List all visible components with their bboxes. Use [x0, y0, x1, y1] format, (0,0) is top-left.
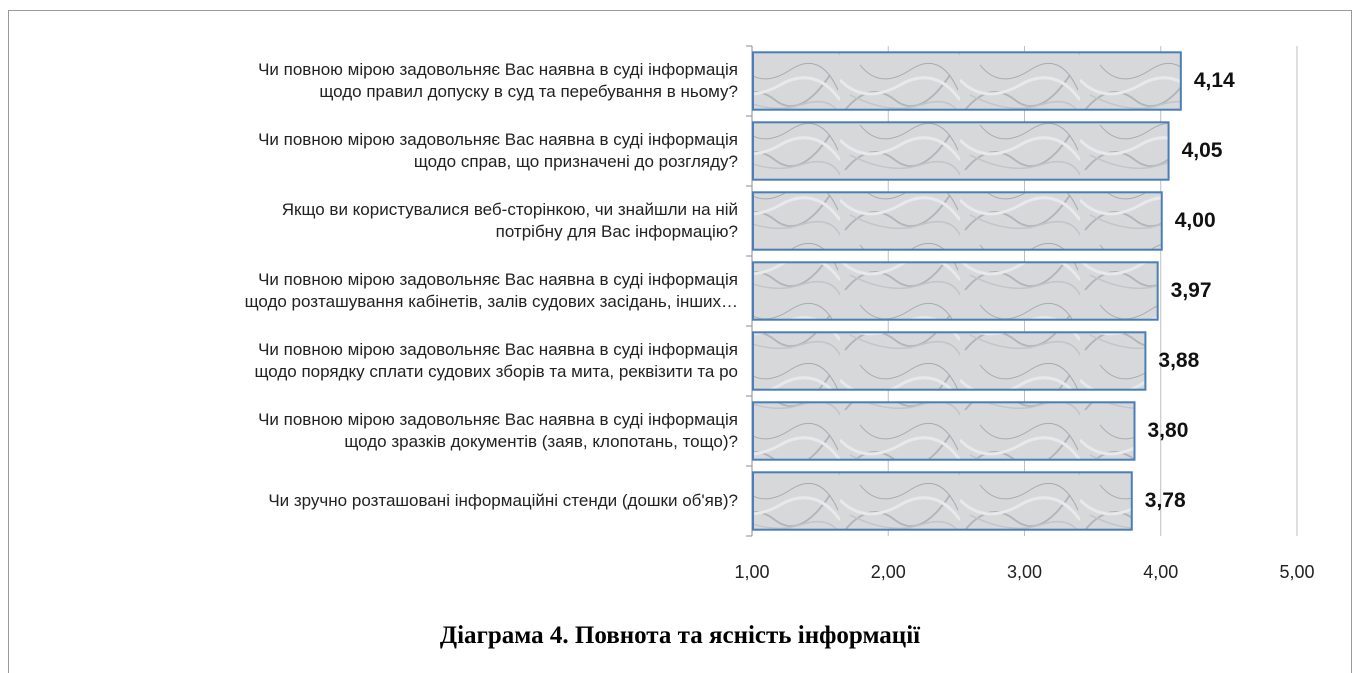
category-label-line: Чи повною мірою задовольняє Вас наявна в…: [258, 130, 738, 149]
category-label-line: щодо зразків документів (заяв, клопотань…: [344, 432, 738, 451]
category-label: Чи повною мірою задовольняє Вас наявна в…: [98, 339, 738, 383]
category-label-line: Якщо ви користувалися веб-сторінкою, чи …: [281, 200, 738, 219]
category-label: Чи повною мірою задовольняє Вас наявна в…: [98, 59, 738, 103]
category-label: Якщо ви користувалися веб-сторінкою, чи …: [98, 199, 738, 243]
data-label: 3,78: [1144, 489, 1186, 512]
bar: [752, 331, 1147, 391]
bar: [752, 51, 1182, 111]
category-label: Чи повною мірою задовольняє Вас наявна в…: [98, 409, 738, 453]
bar: [752, 261, 1159, 321]
category-label: Чи повною мірою задовольняє Вас наявна в…: [98, 269, 738, 313]
x-tick-label: 2,00: [870, 562, 906, 582]
data-label: 4,05: [1181, 139, 1223, 162]
category-label: Чи повною мірою задовольняє Вас наявна в…: [98, 129, 738, 173]
category-label-line: щодо справ, що призначені до розгляду?: [413, 152, 738, 171]
category-label: Чи зручно розташовані інформаційні стенд…: [98, 490, 738, 512]
data-label: 3,80: [1147, 419, 1189, 442]
x-tick-label: 3,00: [1006, 562, 1043, 582]
data-label: 4,00: [1174, 209, 1216, 232]
data-label: 3,88: [1158, 349, 1200, 372]
category-label-line: щодо розташування кабінетів, залів судов…: [244, 292, 738, 311]
bar: [752, 471, 1133, 531]
bar: [752, 191, 1163, 251]
bar: [752, 401, 1136, 461]
bar: [752, 121, 1170, 181]
x-tick-label: 4,00: [1143, 562, 1179, 582]
category-label-line: Чи повною мірою задовольняє Вас наявна в…: [258, 410, 738, 429]
data-label: 4,14: [1193, 69, 1235, 92]
category-label-line: Чи повною мірою задовольняє Вас наявна в…: [258, 270, 738, 289]
category-label-line: Чи зручно розташовані інформаційні стенд…: [268, 491, 738, 510]
category-label-line: потрібну для Вас інформацію?: [495, 222, 738, 241]
x-tick-label: 1,00: [734, 562, 770, 582]
data-label: 3,97: [1170, 279, 1212, 302]
category-label-line: Чи повною мірою задовольняє Вас наявна в…: [258, 340, 738, 359]
x-tick-label: 5,00: [1279, 562, 1315, 582]
category-label-line: Чи повною мірою задовольняє Вас наявна в…: [258, 60, 738, 79]
chart-title: Діаграма 4. Повнота та ясність інформаці…: [439, 622, 921, 649]
category-label-line: щодо порядку сплати судових зборів та ми…: [254, 362, 738, 381]
category-label-line: щодо правил допуску в суд та перебування…: [319, 82, 738, 101]
